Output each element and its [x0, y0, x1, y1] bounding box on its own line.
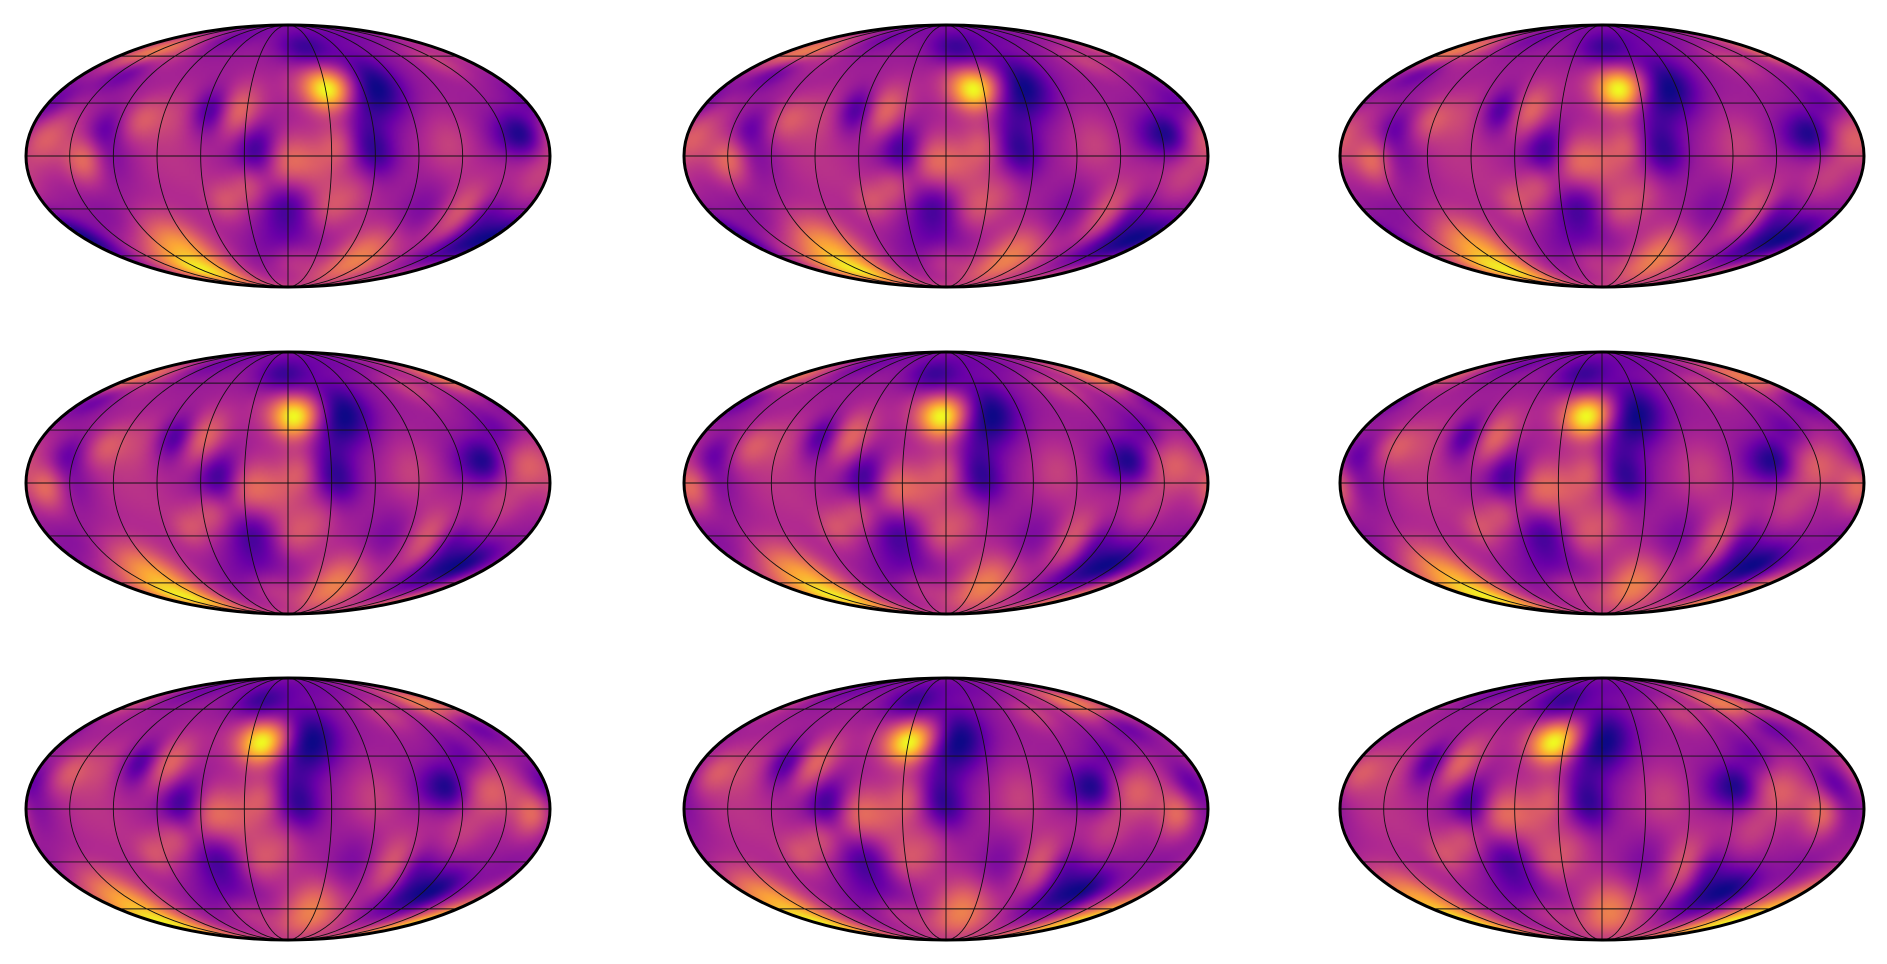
graticule-lines: [1340, 25, 1864, 287]
mollweide-map-panel: [1338, 350, 1866, 616]
map-outline: [24, 350, 552, 616]
mollweide-map-panel: [682, 676, 1210, 942]
graticule-lines: [684, 678, 1208, 940]
graticule-lines: [1340, 352, 1864, 614]
map-outline: [24, 676, 552, 942]
mollweide-map-panel: [682, 350, 1210, 616]
map-outline: [682, 23, 1210, 289]
map-outline: [1338, 350, 1866, 616]
mollweide-map-panel: [682, 23, 1210, 289]
graticule-lines: [684, 352, 1208, 614]
map-outline: [24, 23, 552, 289]
map-outline: [1338, 676, 1866, 942]
map-outline: [1338, 23, 1866, 289]
mollweide-map-panel: [24, 23, 552, 289]
graticule-lines: [684, 25, 1208, 287]
graticule-lines: [1340, 678, 1864, 940]
graticule-lines: [26, 678, 550, 940]
map-outline: [682, 350, 1210, 616]
map-outline: [682, 676, 1210, 942]
graticule-lines: [26, 352, 550, 614]
mollweide-map-panel: [24, 350, 552, 616]
mollweide-map-panel: [1338, 23, 1866, 289]
mollweide-map-panel: [1338, 676, 1866, 942]
mollweide-map-panel: [24, 676, 552, 942]
graticule-lines: [26, 25, 550, 287]
